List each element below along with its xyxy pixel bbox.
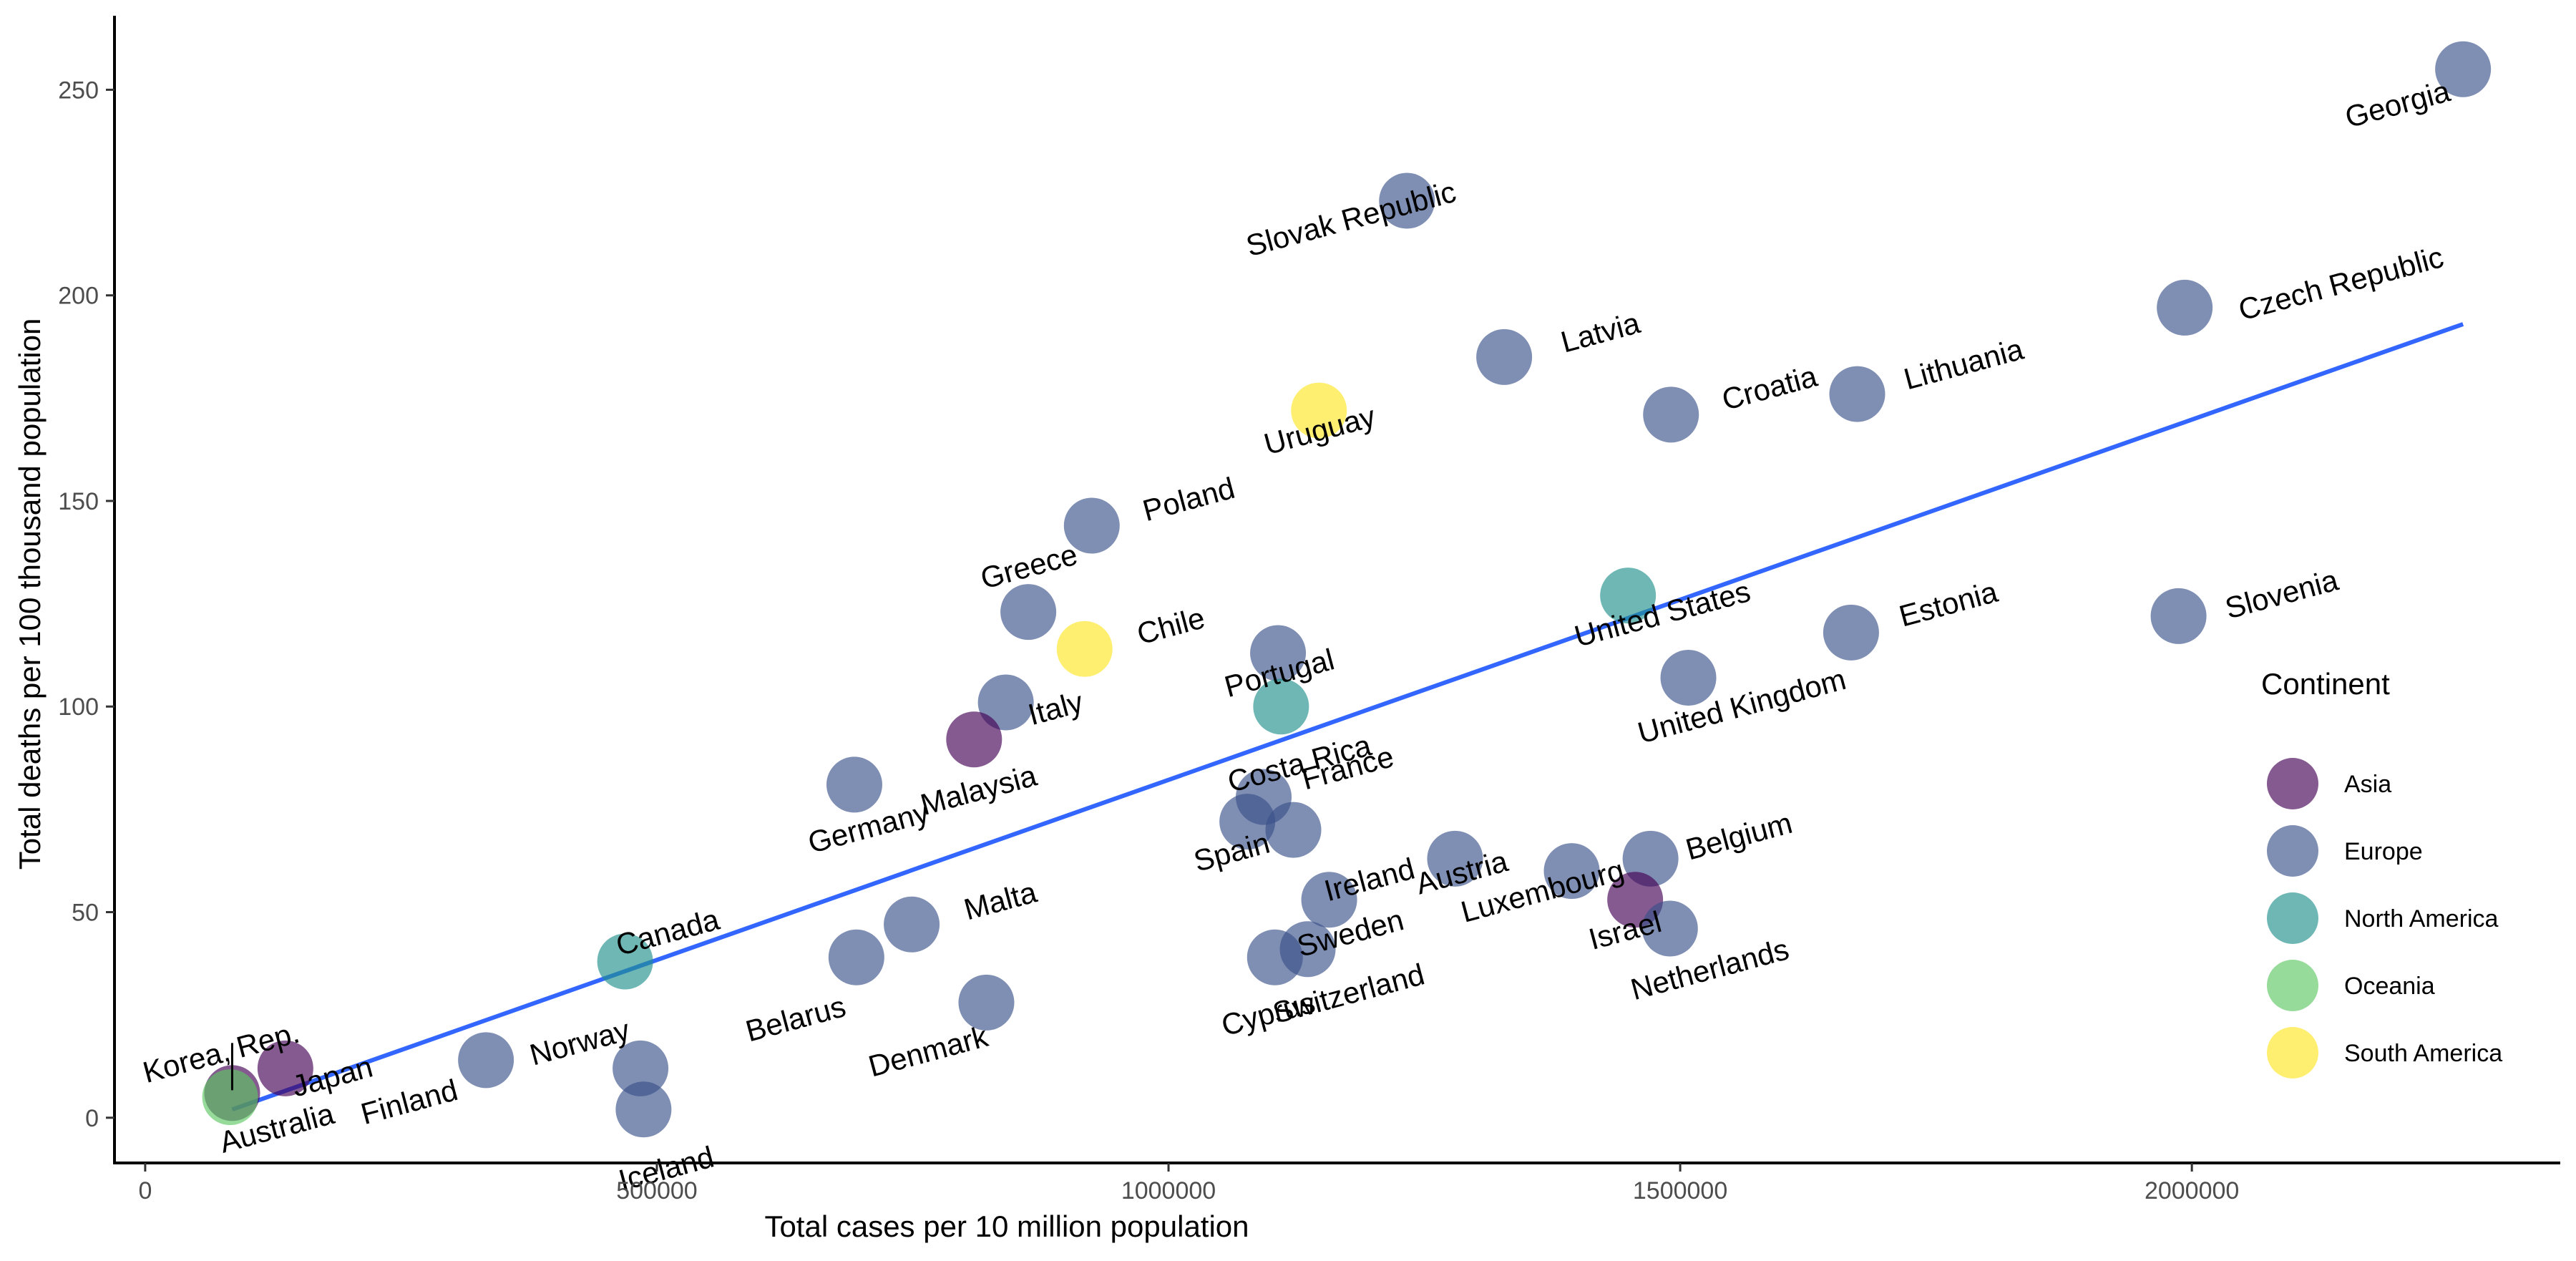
point-spain <box>1219 794 1276 850</box>
point-belarus <box>828 929 884 985</box>
legend-label-north-america: North America <box>2344 905 2498 933</box>
point-italy <box>977 674 1034 731</box>
legend: Continent Asia Europe North America Oceania… <box>2261 667 2502 1079</box>
point-poland <box>1063 497 1120 554</box>
point-czech-republic <box>2157 279 2213 336</box>
point-georgia <box>2435 41 2492 97</box>
y-tick-label: 150 <box>58 488 99 515</box>
point-slovak-republic <box>1379 172 1435 229</box>
point-croatia <box>1643 386 1699 443</box>
point-greece <box>1000 584 1057 641</box>
point-ireland <box>1265 802 1322 858</box>
y-axis-title: Total deaths per 100 thousand population <box>13 318 47 870</box>
point-canada <box>597 933 653 990</box>
x-tick-label: 0 <box>138 1177 152 1204</box>
point-label-lithuania: Lithuania <box>1901 332 2027 396</box>
legend-label-europe: Europe <box>2344 838 2423 865</box>
point-slovenia <box>2150 588 2207 644</box>
point-label-italy: Italy <box>1025 685 1087 731</box>
point-label-estonia: Estonia <box>1896 575 2001 633</box>
x-tick-label: 500000 <box>616 1177 697 1204</box>
point-label-czech-republic: Czech Republic <box>2235 240 2446 327</box>
point-cyprus <box>1246 929 1303 985</box>
point-label-croatia: Croatia <box>1718 359 1821 417</box>
point-costa-rica <box>1253 678 1309 735</box>
legend-label-oceania: Oceania <box>2344 973 2435 1000</box>
point-sweden <box>1301 872 1357 928</box>
point-australia <box>202 1069 258 1126</box>
point-chile <box>1056 620 1113 677</box>
x-tick-label: 2000000 <box>2145 1177 2239 1204</box>
point-label-ireland: Ireland <box>1321 852 1418 908</box>
legend-key-south-america <box>2267 1027 2318 1079</box>
point-luxembourg <box>1543 843 1600 900</box>
point-label-belgium: Belgium <box>1682 806 1796 867</box>
point-malaysia <box>946 711 1002 768</box>
y-tick-label: 0 <box>85 1105 99 1132</box>
point-finland <box>458 1032 514 1089</box>
x-tick-label: 1500000 <box>1633 1177 1727 1204</box>
point-label-georgia: Georgia <box>2341 74 2454 134</box>
legend-key-oceania <box>2267 960 2318 1011</box>
point-united-states <box>1600 568 1657 624</box>
legend-title: Continent <box>2261 667 2390 701</box>
legend-label-asia: Asia <box>2344 771 2391 798</box>
point-label-slovenia: Slovenia <box>2222 563 2342 625</box>
point-uruguay <box>1291 382 1347 439</box>
point-portugal <box>1250 625 1307 681</box>
point-label-cyprus: Cyprus <box>1218 985 1319 1043</box>
y-tick-label: 50 <box>72 900 99 927</box>
point-label-denmark: Denmark <box>865 1019 992 1084</box>
point-lithuania <box>1829 366 1885 422</box>
point-netherlands <box>1641 900 1698 957</box>
point-iceland <box>615 1081 672 1138</box>
legend-label-south-america: South America <box>2344 1040 2502 1067</box>
point-japan <box>257 1040 313 1096</box>
point-estonia <box>1823 604 1879 661</box>
point-germany <box>826 756 882 813</box>
point-label-united-states: United States <box>1571 574 1754 653</box>
point-label-chile: Chile <box>1133 600 1209 651</box>
y-tick-label: 200 <box>58 283 99 310</box>
legend-key-europe <box>2267 825 2318 877</box>
y-tick-label: 250 <box>58 77 99 104</box>
x-tick-label: 1000000 <box>1121 1177 1216 1204</box>
point-label-poland: Poland <box>1139 471 1238 527</box>
point-label-canada: Canada <box>613 902 723 963</box>
point-austria <box>1427 830 1483 887</box>
point-denmark <box>958 974 1015 1031</box>
point-label-belarus: Belarus <box>742 989 849 1048</box>
point-latvia <box>1476 328 1533 385</box>
point-united-kingdom <box>1660 650 1717 706</box>
point-label-malaysia: Malaysia <box>917 758 1040 821</box>
legend-key-north-america <box>2267 892 2318 944</box>
point-label-latvia: Latvia <box>1557 306 1644 359</box>
legend-key-asia <box>2267 758 2318 809</box>
x-axis-title: Total cases per 10 million population <box>764 1209 1249 1243</box>
y-tick-label: 100 <box>58 693 99 721</box>
point-label-malta: Malta <box>960 875 1040 926</box>
point-norway <box>613 1040 669 1096</box>
point-malta <box>884 896 940 953</box>
